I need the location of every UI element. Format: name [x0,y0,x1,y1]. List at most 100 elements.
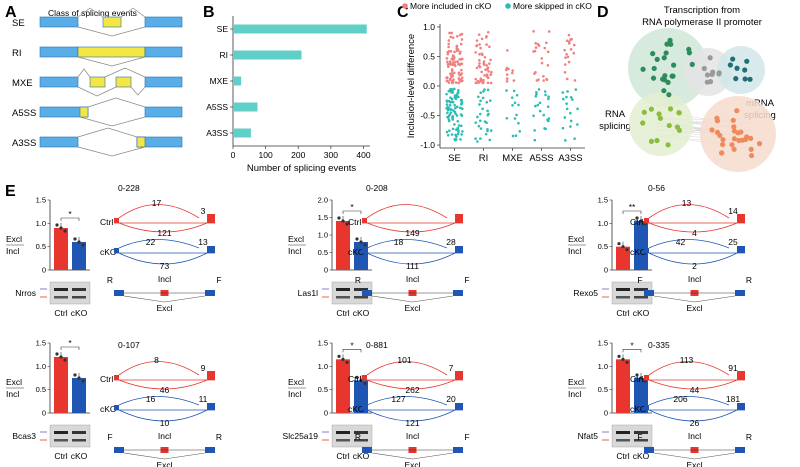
replicate-dot [621,245,625,249]
significance-bracket [60,217,80,221]
point-included [448,31,451,35]
point-skipped [547,119,550,123]
gel-image [331,424,373,448]
point-skipped [479,127,483,130]
coverage-cko [362,248,367,253]
panel-b-bar-chart: SE RI MXE A5SS A3SS 0 100 200 300 400 Number of sp… [206,16,371,174]
junction-line [79,116,146,127]
primer-label-left: F [637,275,642,285]
gel-image [611,424,653,448]
y-tick-label: 1.0 [36,362,46,371]
gel-lane-label: cKO [633,451,650,461]
point-skipped [546,105,550,108]
significance-bracket [622,210,642,214]
model-excl-path [123,295,206,303]
gel-band [634,288,648,291]
point-included [486,30,490,34]
point-included [455,45,459,48]
point-included [547,30,551,33]
point-skipped [542,113,546,117]
junction-arc-ctrl [648,379,738,390]
gel-band [616,439,630,442]
point-included [506,49,509,52]
point-included [572,43,576,47]
point-included [564,56,567,59]
cluster-rna-splicing-node [654,137,660,144]
ratio-label-incl: Incl [288,389,301,399]
replicate-dot [621,357,625,361]
gel-lane-label: cKO [353,451,370,461]
cluster-rna-splicing-node [641,109,647,115]
coverage-ctrl [737,214,745,223]
point-included [511,71,514,75]
model-incl-label: Incl [406,274,419,284]
bar-cko [72,242,86,270]
bar-cko [354,380,368,413]
cluster-mrna-splicing-node [714,129,721,135]
point-skipped [532,114,535,118]
significance-bracket [342,349,362,353]
point-skipped [561,97,565,101]
model-excl-label: Excl [404,460,420,467]
point-included [573,79,577,82]
replicate-dot [73,237,77,241]
event-label: SE [12,18,25,29]
exon [39,16,79,28]
cluster-mrna-splicing-node [709,127,715,133]
point-included [451,63,454,67]
point-skipped [512,89,516,93]
cluster-transcription-node [662,73,668,79]
replicate-dot [355,237,359,241]
y-tick-label: 0.5 [598,385,608,394]
point-included [534,41,537,45]
x-tick-label: 100 [259,150,273,160]
point-skipped [446,108,450,112]
y-tick-label: 1.0 [423,22,435,32]
point-skipped [505,89,508,92]
y-tick-label: 0.5 [318,248,328,257]
point-skipped [445,130,449,134]
point-skipped [561,126,565,130]
cluster-teal-node [742,76,748,82]
x-tick-label: 300 [324,150,338,160]
point-skipped [449,87,452,91]
point-included [448,77,452,81]
point-skipped [565,102,568,105]
point-included [566,55,570,59]
cluster-transcription-node [668,41,674,47]
gel-band [354,296,368,299]
x-tick-label: 0 [231,150,236,160]
point-included [453,71,456,75]
gel-lane-label: cKO [71,451,88,461]
point-included [481,79,484,82]
junction-arc-cko [118,252,208,265]
y-tick-label: 1.5 [598,196,608,205]
coverage-ctrl [114,375,119,380]
point-included [457,81,460,85]
bar-cko [634,221,648,270]
bar-cko [634,378,648,413]
replicate-dot [639,219,643,223]
point-included [505,80,509,83]
coverage-cko [644,248,649,253]
junction-arc-ctrl [366,204,448,219]
category-label: A5SS [206,102,228,112]
point-skipped [457,124,461,127]
point-included [488,45,491,49]
model-incl-label: Incl [158,274,171,284]
gel-band [54,296,68,299]
model-excl-label: Excl [686,303,702,313]
x-tick-label: 400 [356,150,370,160]
junction-count-cko: 13 [198,237,208,247]
cluster-transcription-node [661,88,667,94]
category-label: RI [220,50,229,60]
point-included [450,80,454,83]
gel-image [49,281,91,305]
point-included [505,77,509,80]
cluster-mrna-splicing-node [714,118,721,124]
y-tick-label: 1.0 [318,231,328,240]
point-included [459,78,463,81]
excl-count-cko: 26 [690,418,700,428]
